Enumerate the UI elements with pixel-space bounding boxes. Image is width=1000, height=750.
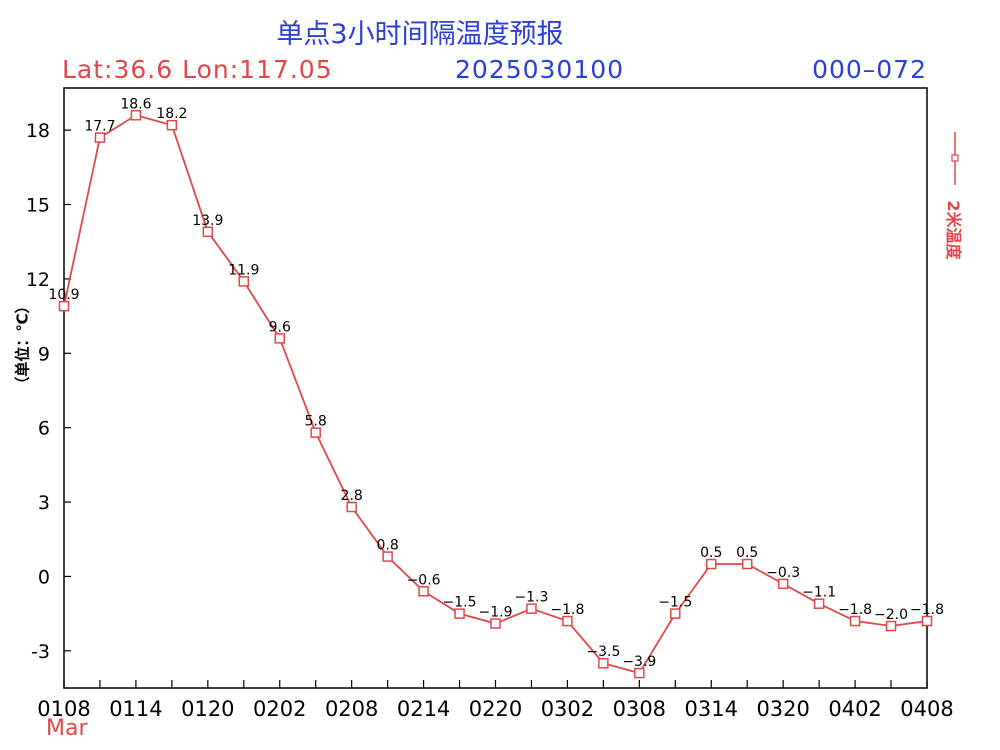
data-label: 11.9	[228, 262, 259, 278]
data-label: 0.5	[736, 545, 758, 561]
data-point	[490, 618, 501, 629]
data-point	[526, 603, 537, 614]
data-point	[454, 608, 465, 619]
x-axis: 0108 0114 0120 0202 0208 0214 0220 0302 0308 0314…	[37, 680, 954, 721]
data-label: −1.8	[838, 602, 872, 618]
series-2m-temperature: 10.9 17.7 18.6 18.2 13.9 11.9 9.6 5.8 2.8 0.8 −0.6…	[48, 96, 944, 679]
data-label: 18.2	[156, 106, 187, 122]
y-tick-label: 0	[38, 566, 50, 588]
data-label: 13.9	[192, 213, 223, 229]
chart-title: 单点3小时间隔温度预报	[276, 19, 564, 50]
y-tick-label: 3	[38, 492, 50, 514]
data-label: 0.5	[700, 545, 722, 561]
x-tick-label: 0314	[685, 697, 738, 721]
data-point	[562, 615, 573, 627]
y-tick-label: 9	[38, 343, 50, 365]
data-point	[741, 558, 753, 570]
x-tick-label: 0120	[181, 697, 234, 721]
data-label: −3.9	[622, 654, 656, 670]
data-point	[706, 558, 717, 570]
plot-frame	[63, 87, 928, 689]
data-label: −1.1	[802, 585, 836, 601]
x-tick-label: 0108	[37, 697, 90, 721]
data-label: 18.6	[120, 96, 151, 112]
x-tick-label: 0220	[469, 697, 522, 721]
data-point	[202, 226, 214, 238]
x-tick-label: 0308	[613, 697, 666, 721]
y-tick-label: 18	[26, 120, 50, 142]
x-tick-label: 0302	[541, 697, 594, 721]
data-point	[94, 132, 106, 143]
data-point	[346, 501, 357, 513]
data-point	[921, 615, 933, 627]
data-label: −1.9	[479, 605, 513, 621]
data-point	[166, 119, 178, 131]
x-tick-label: 0114	[109, 697, 162, 721]
month-label: Mar	[46, 716, 88, 741]
data-label: 0.8	[376, 538, 398, 554]
data-point	[58, 300, 70, 312]
data-label: 2.8	[341, 488, 363, 504]
data-point	[274, 333, 285, 344]
data-point	[310, 427, 321, 438]
legend	[951, 132, 959, 185]
x-tick-label: 0408	[900, 697, 953, 721]
data-point	[598, 657, 609, 669]
data-point	[418, 586, 429, 597]
forecast-range-label: 000–072	[812, 55, 927, 84]
data-label: 5.8	[305, 414, 327, 430]
data-label: −0.6	[407, 572, 441, 588]
y-tick-label: -3	[31, 641, 50, 663]
data-label: 17.7	[84, 119, 115, 135]
data-label: 10.9	[48, 287, 79, 303]
x-tick-label: 0320	[756, 697, 809, 721]
data-label: −1.8	[550, 602, 584, 618]
y-tick-label: 12	[26, 269, 50, 291]
data-point	[849, 615, 861, 627]
data-point	[382, 551, 393, 562]
data-point	[670, 608, 681, 619]
data-label: 9.6	[269, 319, 291, 335]
legend-marker	[951, 154, 959, 162]
data-label: −1.8	[910, 602, 944, 618]
init-time-label: 2025030100	[455, 55, 625, 84]
data-label: −3.5	[586, 644, 620, 660]
data-point	[885, 620, 897, 632]
x-tick-label: 0202	[253, 697, 306, 721]
x-tick-label: 0214	[397, 697, 450, 721]
data-label: −1.5	[443, 595, 477, 611]
data-label: −0.3	[766, 565, 800, 581]
series-line	[63, 114, 928, 675]
data-label: −1.5	[658, 595, 692, 611]
x-tick-label: 0208	[325, 697, 378, 721]
x-tick-label: 0402	[828, 697, 881, 721]
data-point	[238, 276, 250, 287]
data-label: −1.3	[514, 590, 548, 606]
data-point	[813, 598, 825, 609]
lat-lon-label: Lat:36.6 Lon:117.05	[62, 55, 333, 84]
data-point	[634, 667, 645, 679]
y-tick-label: 6	[38, 418, 50, 440]
data-point	[777, 578, 789, 590]
y-axis: -3 0 3 6 9 12 15 18	[26, 120, 71, 663]
data-point	[130, 110, 142, 121]
y-tick-label: 15	[26, 195, 50, 217]
data-label: −2.0	[874, 607, 908, 623]
